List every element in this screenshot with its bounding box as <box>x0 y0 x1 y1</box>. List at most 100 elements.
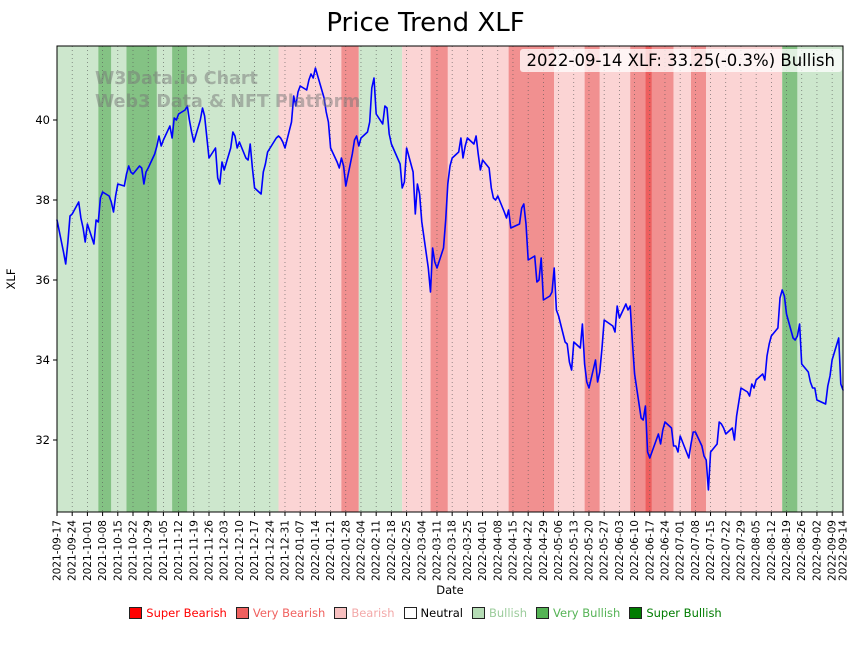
x-tick-label: 2022-02-11 <box>371 520 383 581</box>
x-tick-label: 2021-12-03 <box>219 520 231 581</box>
legend-item-very-bearish: Very Bearish <box>235 606 326 620</box>
figure: Price Trend XLF 2021-09-17 2021-09-24 2021… <box>0 4 851 624</box>
y-axis-label: XLF <box>4 269 18 290</box>
sentiment-band <box>554 46 585 512</box>
x-tick-label: 2021-10-22 <box>127 520 139 581</box>
x-tick-label: 2021-10-08 <box>97 520 109 581</box>
x-tick-label: 2022-06-17 <box>644 520 656 581</box>
plot-region: 2021-09-17 2021-09-24 2021-10-01 2021-10-08… <box>0 42 851 602</box>
x-tick-label: 2022-07-15 <box>705 520 717 581</box>
x-tick-label: 2021-10-29 <box>143 520 155 581</box>
x-tick-label: 2021-12-17 <box>249 520 261 581</box>
sentiment-band <box>673 46 691 512</box>
x-axis-label: Date <box>436 583 464 597</box>
x-tick-label: 2021-11-12 <box>173 520 185 581</box>
sentiment-band <box>430 46 448 512</box>
legend-label: Super Bearish <box>146 606 227 620</box>
x-tick-label: 2022-07-29 <box>735 520 747 581</box>
sentiment-band <box>98 46 112 512</box>
legend-label: Very Bearish <box>252 606 326 620</box>
x-tick-label: 2022-05-27 <box>599 520 611 581</box>
x-tick-label: 2021-11-19 <box>188 520 200 581</box>
plot-border <box>56 45 844 513</box>
legend-item-super-bearish: Super Bearish <box>129 606 227 620</box>
sentiment-band <box>187 46 279 512</box>
x-tick-label: 2022-01-28 <box>340 520 352 581</box>
x-tick-label: 2022-08-05 <box>751 520 763 581</box>
sentiment-band <box>111 46 127 512</box>
x-tick-label: 2022-04-22 <box>523 520 535 581</box>
sentiment-band <box>651 46 674 512</box>
price-trend-chart: 2021-09-17 2021-09-24 2021-10-01 2021-10-08… <box>4 45 850 597</box>
y-tick-label: 40 <box>35 113 50 127</box>
x-tick-label: 2022-03-25 <box>462 520 474 581</box>
x-tick-label: 2022-07-22 <box>720 520 732 581</box>
sentiment-band <box>278 46 342 512</box>
x-tick-label: 2021-12-10 <box>234 520 246 581</box>
x-tick-label: 2022-03-11 <box>431 520 443 581</box>
legend-label: Very Bullish <box>553 606 621 620</box>
legend-item-bearish: Bearish <box>334 606 395 620</box>
sentiment-band <box>691 46 707 512</box>
sentiment-band <box>172 46 188 512</box>
sentiment-band <box>126 46 157 512</box>
latest-quote-annotation: 2022-09-14 XLF: 33.25(-0.3%) Bullish <box>519 49 842 72</box>
x-tick-label: 2022-09-14 <box>838 520 850 581</box>
legend-item-bullish: Bullish <box>471 606 527 620</box>
y-tick-label: 36 <box>35 273 50 287</box>
legend-swatch <box>536 607 550 619</box>
legend-swatch <box>629 607 643 619</box>
x-tick-label: 2022-08-26 <box>796 520 808 581</box>
y-tick-label: 38 <box>35 193 50 207</box>
legend-swatch <box>403 607 417 619</box>
sentiment-band <box>358 46 403 512</box>
x-tick-label: 2022-06-24 <box>659 520 671 581</box>
y-tick-label: 32 <box>35 433 50 447</box>
x-tick-label: 2022-01-07 <box>295 520 307 581</box>
sentiment-legend: Super Bearish Very Bearish Bearish Neutral B… <box>0 602 851 624</box>
sentiment-band <box>782 46 798 512</box>
x-tick-label: 2022-05-13 <box>568 520 580 581</box>
sentiment-band <box>156 46 173 512</box>
legend-swatch <box>129 607 143 619</box>
x-tick-label: 2021-09-24 <box>67 520 79 581</box>
x-tick-label: 2022-09-02 <box>811 520 823 581</box>
x-tick-label: 2021-11-05 <box>158 520 170 581</box>
x-tick-label: 2022-02-18 <box>386 520 398 581</box>
x-tick-label: 2021-10-01 <box>82 520 94 581</box>
sentiment-band <box>706 46 783 512</box>
legend-label: Bearish <box>351 606 395 620</box>
sentiment-band <box>599 46 631 512</box>
sentiment-band <box>584 46 600 512</box>
y-tick-label: 34 <box>35 353 50 367</box>
x-tick-label: 2022-02-04 <box>355 520 367 581</box>
x-tick-label: 2022-06-10 <box>629 520 641 581</box>
x-tick-label: 2022-06-03 <box>614 520 626 581</box>
legend-item-very-bullish: Very Bullish <box>536 606 620 620</box>
sentiment-band <box>630 46 646 512</box>
x-tick-label: 2022-07-01 <box>675 520 687 581</box>
legend-item-super-bullish: Super Bullish <box>629 606 722 620</box>
sentiment-band <box>57 46 99 512</box>
x-tick-label: 2022-07-08 <box>690 520 702 581</box>
page-title: Price Trend XLF <box>326 8 525 38</box>
x-tick-label: 2022-01-14 <box>310 520 322 581</box>
legend-label: Super Bullish <box>646 606 722 620</box>
x-tick-label: 2022-05-06 <box>553 520 565 581</box>
sentiment-band <box>797 46 843 512</box>
x-tick-label: 2022-05-20 <box>583 520 595 581</box>
price-line <box>56 67 844 491</box>
x-tick-label: 2021-11-26 <box>203 520 215 581</box>
legend-swatch <box>334 607 348 619</box>
x-tick-label: 2022-03-18 <box>447 520 459 581</box>
x-tick-label: 2022-08-19 <box>781 520 793 581</box>
x-tick-label: 2022-04-29 <box>538 520 550 581</box>
sentiment-band <box>341 46 359 512</box>
legend-item-neutral: Neutral <box>403 606 463 620</box>
x-tick-label: 2021-09-17 <box>52 520 64 581</box>
x-tick-label: 2022-03-04 <box>416 520 428 581</box>
x-tick-label: 2022-09-09 <box>827 520 839 581</box>
x-tick-label: 2021-12-24 <box>264 520 276 581</box>
x-tick-label: 2022-01-21 <box>325 520 337 581</box>
x-tick-label: 2022-04-01 <box>477 520 489 581</box>
